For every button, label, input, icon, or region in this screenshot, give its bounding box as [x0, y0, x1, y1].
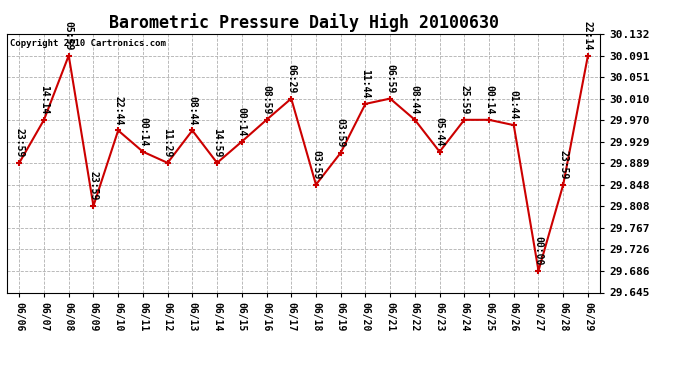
Text: 23:59: 23:59	[88, 171, 99, 200]
Text: 11:44: 11:44	[360, 69, 371, 98]
Title: Barometric Pressure Daily High 20100630: Barometric Pressure Daily High 20100630	[108, 13, 499, 32]
Text: 11:29: 11:29	[163, 128, 172, 157]
Text: 00:14: 00:14	[237, 106, 247, 136]
Text: 05:59: 05:59	[63, 21, 74, 50]
Text: 22:14: 22:14	[583, 21, 593, 50]
Text: 03:59: 03:59	[336, 118, 346, 147]
Text: 08:59: 08:59	[262, 85, 271, 114]
Text: 00:00: 00:00	[533, 236, 544, 265]
Text: 06:59: 06:59	[385, 64, 395, 93]
Text: 25:59: 25:59	[460, 85, 469, 114]
Text: 23:59: 23:59	[14, 128, 24, 157]
Text: 00:14: 00:14	[484, 85, 494, 114]
Text: 05:44: 05:44	[435, 117, 444, 146]
Text: 14:14: 14:14	[39, 85, 49, 114]
Text: 00:14: 00:14	[138, 117, 148, 146]
Text: 01:44: 01:44	[509, 90, 519, 120]
Text: 14:59: 14:59	[212, 128, 222, 157]
Text: 23:59: 23:59	[558, 150, 568, 179]
Text: 08:44: 08:44	[410, 85, 420, 114]
Text: 08:44: 08:44	[188, 96, 197, 125]
Text: 03:59: 03:59	[311, 150, 321, 179]
Text: 06:29: 06:29	[286, 64, 296, 93]
Text: 22:44: 22:44	[113, 96, 123, 125]
Text: Copyright 2010 Cartronics.com: Copyright 2010 Cartronics.com	[10, 39, 166, 48]
